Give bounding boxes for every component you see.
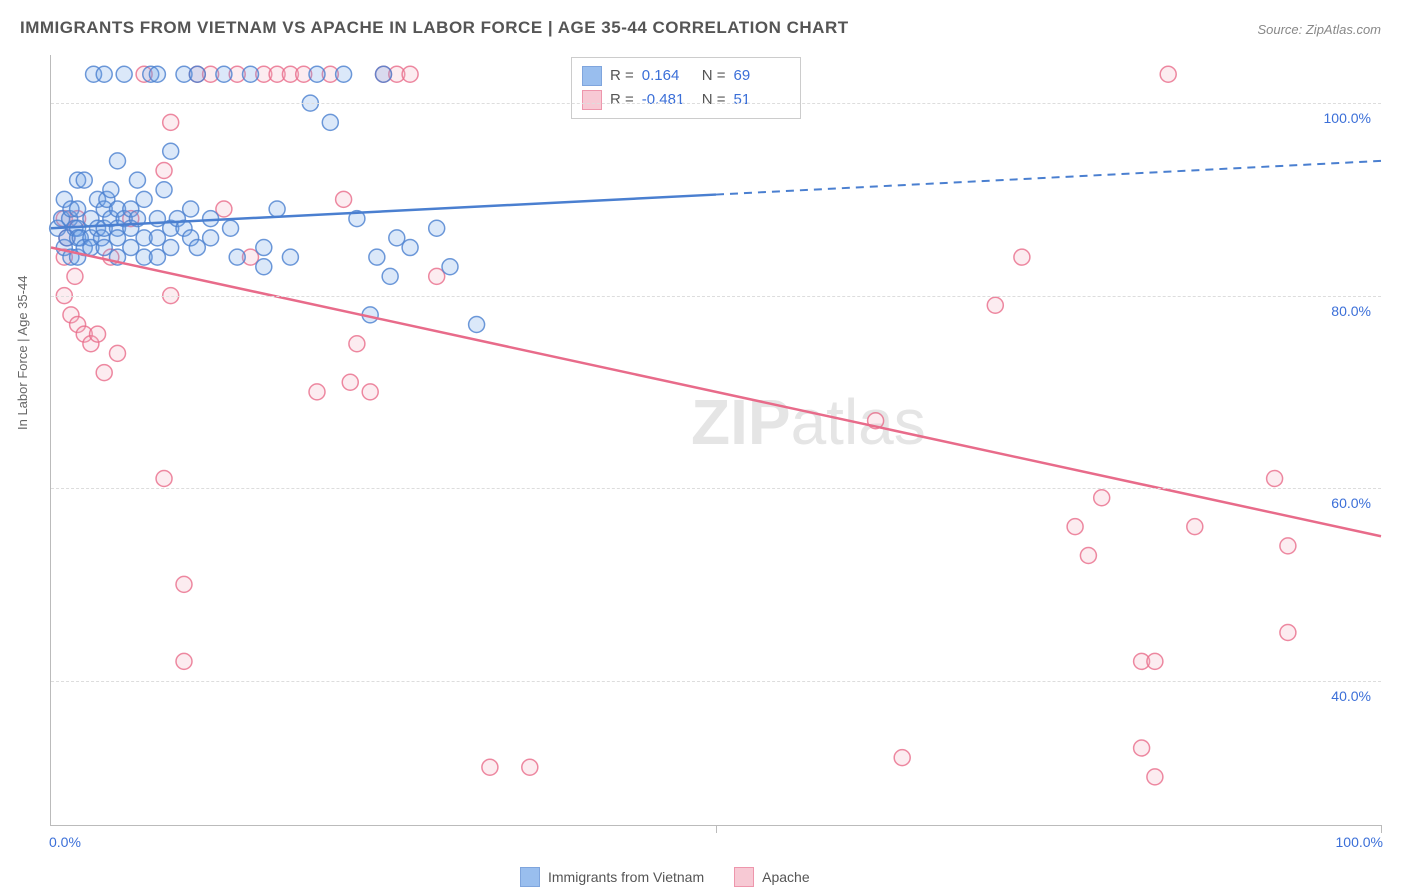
data-point [429,220,445,236]
gridline [51,296,1381,297]
data-point [116,66,132,82]
data-point [362,384,378,400]
data-point [1134,740,1150,756]
data-point [103,182,119,198]
data-point [1160,66,1176,82]
data-point [369,249,385,265]
y-tick-label: 40.0% [1331,688,1371,704]
data-point [76,172,92,188]
data-point [156,163,172,179]
data-point [522,759,538,775]
y-tick-label: 100.0% [1324,110,1371,126]
data-point [189,66,205,82]
data-point [243,66,259,82]
data-point [1067,519,1083,535]
legend-label: Apache [762,869,809,885]
data-point [482,759,498,775]
legend-swatch [520,867,540,887]
data-point [1267,471,1283,487]
data-point [1280,625,1296,641]
data-point [129,172,145,188]
x-tick-0: 0.0% [49,834,81,850]
data-point [1080,548,1096,564]
data-point [1094,490,1110,506]
data-point [894,750,910,766]
data-point [229,249,245,265]
x-tick-100: 100.0% [1336,834,1383,850]
legend-row: R =0.164N =69 [582,64,786,88]
data-point [282,249,298,265]
data-point [309,384,325,400]
data-point [469,317,485,333]
r-value: 0.164 [642,64,694,88]
data-point [176,576,192,592]
data-point [156,182,172,198]
data-point [987,297,1003,313]
data-point [402,66,418,82]
data-point [309,66,325,82]
trend-line-extrapolated [716,161,1381,195]
x-tick [1381,825,1382,833]
data-point [96,365,112,381]
y-tick-label: 60.0% [1331,495,1371,511]
data-point [1147,653,1163,669]
data-point [322,114,338,130]
data-point [156,471,172,487]
data-point [442,259,458,275]
data-point [110,345,126,361]
gridline [51,681,1381,682]
gridline [51,488,1381,489]
data-point [67,268,83,284]
data-point [269,201,285,217]
data-point [203,211,219,227]
legend-label: Immigrants from Vietnam [548,869,704,885]
data-point [382,268,398,284]
data-point [349,336,365,352]
data-point [223,220,239,236]
data-point [1014,249,1030,265]
plot-area: ZIPatlas R =0.164N =69R =-0.481N =51 0.0… [50,55,1381,826]
legend-row: R =-0.481N =51 [582,88,786,112]
n-value: 51 [734,88,786,112]
correlation-legend: R =0.164N =69R =-0.481N =51 [571,57,801,119]
legend-swatch [582,66,602,86]
data-point [256,240,272,256]
data-point [216,66,232,82]
data-point [163,240,179,256]
r-value: -0.481 [642,88,694,112]
data-point [90,326,106,342]
data-point [1280,538,1296,554]
data-point [149,66,165,82]
data-point [342,374,358,390]
legend-swatch [582,90,602,110]
y-tick-label: 80.0% [1331,303,1371,319]
y-axis-label: In Labor Force | Age 35-44 [15,276,30,430]
data-point [1147,769,1163,785]
chart-title: IMMIGRANTS FROM VIETNAM VS APACHE IN LAB… [20,18,849,38]
data-point [402,240,418,256]
trend-line [51,248,1381,537]
data-point [176,653,192,669]
data-point [163,143,179,159]
data-point [376,66,392,82]
gridline [51,103,1381,104]
series-legend: Immigrants from Vietnam Apache [520,867,810,887]
legend-item: Immigrants from Vietnam [520,867,704,887]
data-point [163,114,179,130]
data-point [96,66,112,82]
source-attribution: Source: ZipAtlas.com [1257,22,1381,37]
data-point [110,153,126,169]
data-point [183,201,199,217]
data-point [336,191,352,207]
chart-canvas [51,55,1381,825]
n-value: 69 [734,64,786,88]
legend-item: Apache [734,867,809,887]
data-point [256,259,272,275]
data-point [136,191,152,207]
x-tick [716,825,717,833]
data-point [1187,519,1203,535]
data-point [336,66,352,82]
data-point [203,230,219,246]
legend-swatch [734,867,754,887]
